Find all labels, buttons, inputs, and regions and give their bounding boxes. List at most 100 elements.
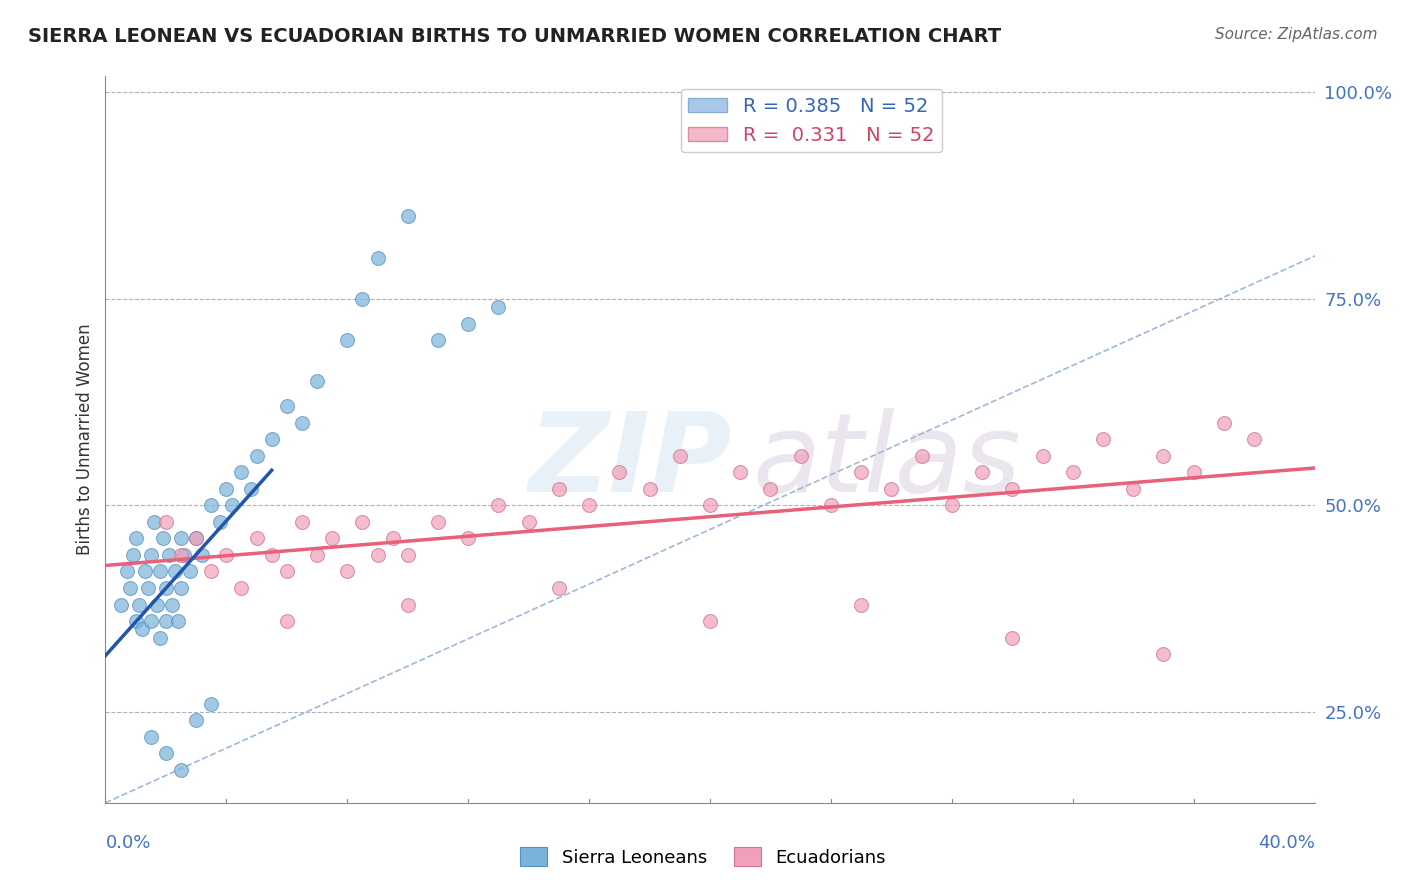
Point — [276, 565, 298, 579]
Point — [186, 532, 208, 546]
Point — [142, 515, 165, 529]
Point — [352, 515, 374, 529]
Point — [578, 499, 600, 513]
Point — [209, 515, 232, 529]
Point — [160, 598, 183, 612]
Point — [179, 565, 201, 579]
Point — [336, 333, 359, 347]
Point — [759, 482, 782, 496]
Legend: Sierra Leoneans, Ecuadorians: Sierra Leoneans, Ecuadorians — [513, 840, 893, 874]
Point — [609, 466, 631, 480]
Point — [307, 548, 329, 562]
Point — [246, 532, 269, 546]
Point — [291, 515, 314, 529]
Point — [321, 532, 343, 546]
Point — [186, 713, 208, 727]
Point — [110, 598, 132, 612]
Point — [136, 581, 159, 595]
Point — [790, 449, 813, 463]
Point — [1243, 432, 1265, 446]
Point — [128, 598, 150, 612]
Point — [457, 532, 479, 546]
Legend: R = 0.385   N = 52, R =  0.331   N = 52: R = 0.385 N = 52, R = 0.331 N = 52 — [681, 89, 942, 153]
Point — [1001, 482, 1024, 496]
Point — [669, 449, 692, 463]
Point — [139, 614, 162, 628]
Point — [170, 581, 193, 595]
Point — [215, 482, 238, 496]
Point — [1153, 647, 1175, 661]
Point — [124, 532, 148, 546]
Point — [276, 399, 298, 413]
Point — [118, 581, 141, 595]
Text: SIERRA LEONEAN VS ECUADORIAN BIRTHS TO UNMARRIED WOMEN CORRELATION CHART: SIERRA LEONEAN VS ECUADORIAN BIRTHS TO U… — [28, 27, 1001, 45]
Y-axis label: Births to Unmarried Women: Births to Unmarried Women — [76, 324, 94, 555]
Point — [941, 499, 963, 513]
Point — [352, 292, 374, 306]
Point — [336, 565, 359, 579]
Point — [200, 499, 222, 513]
Text: atlas: atlas — [752, 408, 1021, 515]
Point — [880, 482, 903, 496]
Point — [155, 614, 177, 628]
Text: ZIP: ZIP — [529, 408, 733, 515]
Point — [1001, 631, 1024, 645]
Point — [131, 623, 153, 637]
Point — [167, 614, 190, 628]
Point — [1153, 449, 1175, 463]
Point — [191, 548, 214, 562]
Point — [488, 300, 510, 314]
Point — [170, 763, 193, 777]
Point — [381, 532, 404, 546]
Point — [163, 565, 186, 579]
Point — [1092, 432, 1115, 446]
Point — [457, 317, 479, 331]
Point — [200, 697, 222, 711]
Point — [1182, 466, 1205, 480]
Point — [1122, 482, 1144, 496]
Point — [291, 416, 314, 430]
Point — [260, 432, 283, 446]
Point — [146, 598, 169, 612]
Point — [730, 466, 752, 480]
Point — [517, 515, 540, 529]
Point — [307, 375, 329, 389]
Point — [396, 209, 419, 223]
Point — [396, 598, 419, 612]
Point — [139, 548, 162, 562]
Point — [231, 466, 253, 480]
Point — [221, 499, 243, 513]
Point — [396, 548, 419, 562]
Point — [155, 581, 177, 595]
Point — [970, 466, 993, 480]
Text: 40.0%: 40.0% — [1258, 834, 1315, 852]
Point — [849, 466, 872, 480]
Point — [1212, 416, 1236, 430]
Point — [149, 565, 172, 579]
Point — [427, 333, 450, 347]
Point — [170, 532, 193, 546]
Point — [260, 548, 283, 562]
Point — [366, 548, 388, 562]
Point — [699, 614, 721, 628]
Point — [186, 532, 208, 546]
Point — [548, 581, 571, 595]
Point — [849, 598, 872, 612]
Point — [246, 449, 269, 463]
Point — [173, 548, 195, 562]
Point — [155, 746, 177, 760]
Point — [121, 548, 143, 562]
Point — [699, 499, 721, 513]
Point — [1032, 449, 1054, 463]
Point — [366, 251, 388, 265]
Point — [548, 482, 571, 496]
Point — [149, 631, 172, 645]
Point — [638, 482, 661, 496]
Text: Source: ZipAtlas.com: Source: ZipAtlas.com — [1215, 27, 1378, 42]
Point — [124, 614, 148, 628]
Point — [152, 532, 174, 546]
Point — [820, 499, 842, 513]
Point — [239, 482, 262, 496]
Point — [215, 548, 238, 562]
Point — [134, 565, 156, 579]
